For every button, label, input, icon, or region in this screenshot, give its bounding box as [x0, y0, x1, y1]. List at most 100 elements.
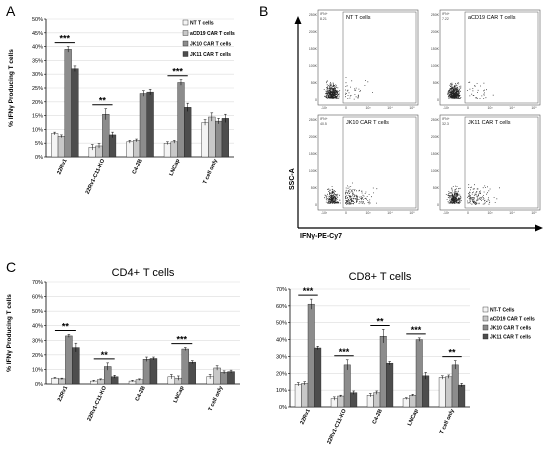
legend-label: aCD19 CAR T cells: [490, 317, 535, 323]
bar: [133, 140, 141, 158]
bar: [438, 377, 446, 408]
bar: [214, 120, 223, 158]
category-label: LNCap: [173, 385, 186, 404]
y-tick-label: 20%: [276, 371, 287, 377]
y-tick-label: 0%: [279, 405, 287, 411]
y-tick-label: 20%: [32, 100, 43, 106]
flow-y-tick: 50K: [433, 81, 440, 85]
flow-x-tick: -10³: [321, 106, 328, 110]
bar: [184, 107, 192, 158]
bar: [71, 68, 79, 158]
category-label: 22Rv1-C11-KO: [87, 385, 109, 423]
y-tick-label: 70%: [276, 287, 287, 293]
flow-y-tick: 100K: [309, 64, 318, 68]
flow-gate-percent: 40.5: [320, 122, 327, 126]
flow-gate: [342, 11, 417, 104]
bar: [294, 384, 302, 408]
legend-swatch: [482, 315, 489, 322]
bar: [201, 122, 209, 158]
flow-events: [323, 77, 373, 100]
chart-c-cd8: CD8+ T cells 0% 10% 20% 30% 40% 50% 60% 70% 22Rv1…: [276, 271, 535, 445]
flow-y-axis-label: SSC-A: [289, 168, 296, 190]
category-label: 22Rv1-C11-KO: [326, 408, 348, 446]
significance-label: ***: [303, 286, 314, 296]
chart-title: CD8+ T cells: [349, 271, 412, 283]
bar: [177, 82, 185, 158]
y-tick-label: 30%: [32, 72, 43, 78]
flow-plot-label: NT T cells: [346, 15, 371, 21]
category-label: C4-2B: [135, 385, 147, 402]
flow-x-axis-label: IFNγ-PE-Cy7: [300, 233, 342, 240]
bar: [64, 49, 72, 158]
y-tick-label: 30%: [276, 354, 287, 360]
legend-label: JK10 CAR T cells: [490, 326, 531, 332]
bar: [445, 376, 453, 408]
flow-x-tick: 0: [467, 211, 469, 215]
y-tick-label: 40%: [32, 45, 43, 51]
bar: [227, 371, 235, 385]
y-tick-label: 5%: [35, 141, 43, 147]
flow-y-tick: 250K: [309, 13, 318, 17]
y-tick-label: 60%: [276, 304, 287, 310]
legend-label: JK11 CAR T cells: [190, 52, 231, 58]
flow-y-tick: 200K: [309, 30, 318, 34]
bar: [188, 361, 196, 385]
y-tick-label: 50%: [32, 17, 43, 23]
bar: [213, 367, 221, 385]
bar: [350, 392, 358, 408]
flow-y-tick: 100K: [431, 169, 440, 173]
bar: [126, 141, 134, 158]
significance-label: **: [62, 321, 70, 331]
category-label: C4-2B: [372, 408, 384, 425]
flow-gate: [464, 11, 539, 104]
bar: [146, 91, 154, 158]
flow-y-tick: 250K: [431, 13, 440, 17]
bar: [337, 395, 345, 408]
flow-x-tick: 0: [467, 106, 469, 110]
flow-y-tick: 50K: [433, 186, 440, 190]
bar: [220, 372, 228, 385]
legend-swatch: [482, 306, 489, 313]
legend-label: NT T cells: [190, 21, 214, 27]
flow-gate: [342, 116, 417, 209]
bar: [301, 383, 309, 408]
flow-x-tick: 10⁴: [387, 106, 393, 110]
flow-x-tick: 10³: [365, 211, 371, 215]
chart-a: % IFNγ Producing T cells 0% 5% 10% 15% 20% 25%…: [8, 17, 235, 195]
flow-events: [445, 184, 500, 205]
significance-label: ***: [411, 325, 422, 335]
y-tick-label: 0%: [35, 155, 43, 161]
category-label: 22Rv1: [57, 385, 69, 402]
legend-swatch: [182, 51, 189, 57]
y-tick-label: 25%: [32, 86, 43, 92]
bar: [181, 348, 189, 385]
bar: [458, 384, 466, 408]
y-tick-label: 45%: [32, 31, 43, 37]
category-label: LNCap: [407, 408, 420, 427]
y-tick-label: 40%: [32, 324, 43, 330]
panel-label-c: C: [6, 259, 16, 275]
flow-plot-label: JK11 CAR T cells: [468, 120, 511, 126]
bar: [149, 358, 158, 385]
bar: [386, 362, 394, 408]
category-label: C4-2B: [132, 158, 144, 175]
legend-swatch: [182, 30, 189, 36]
category-label: 22Rv1: [300, 408, 312, 425]
category-label: LNCap: [168, 158, 181, 177]
bar: [409, 395, 417, 408]
flow-gate-percent: 8.21: [320, 17, 327, 21]
flow-x-arrowhead: [535, 224, 543, 232]
flow-y-tick: 50K: [311, 81, 318, 85]
flow-plot-frame: [317, 9, 419, 106]
significance-label: **: [448, 348, 456, 358]
legend-label: NT-T Cells: [490, 308, 515, 314]
bar: [208, 116, 216, 158]
legend-label: JK10 CAR T cells: [190, 42, 231, 48]
y-tick-label: 50%: [32, 309, 43, 315]
flow-gate-name: IFN+: [320, 117, 328, 121]
category-label: 22Rv1: [56, 158, 68, 175]
bar: [379, 336, 387, 408]
y-axis-label: % IFNγ Producing T cells: [6, 294, 13, 372]
